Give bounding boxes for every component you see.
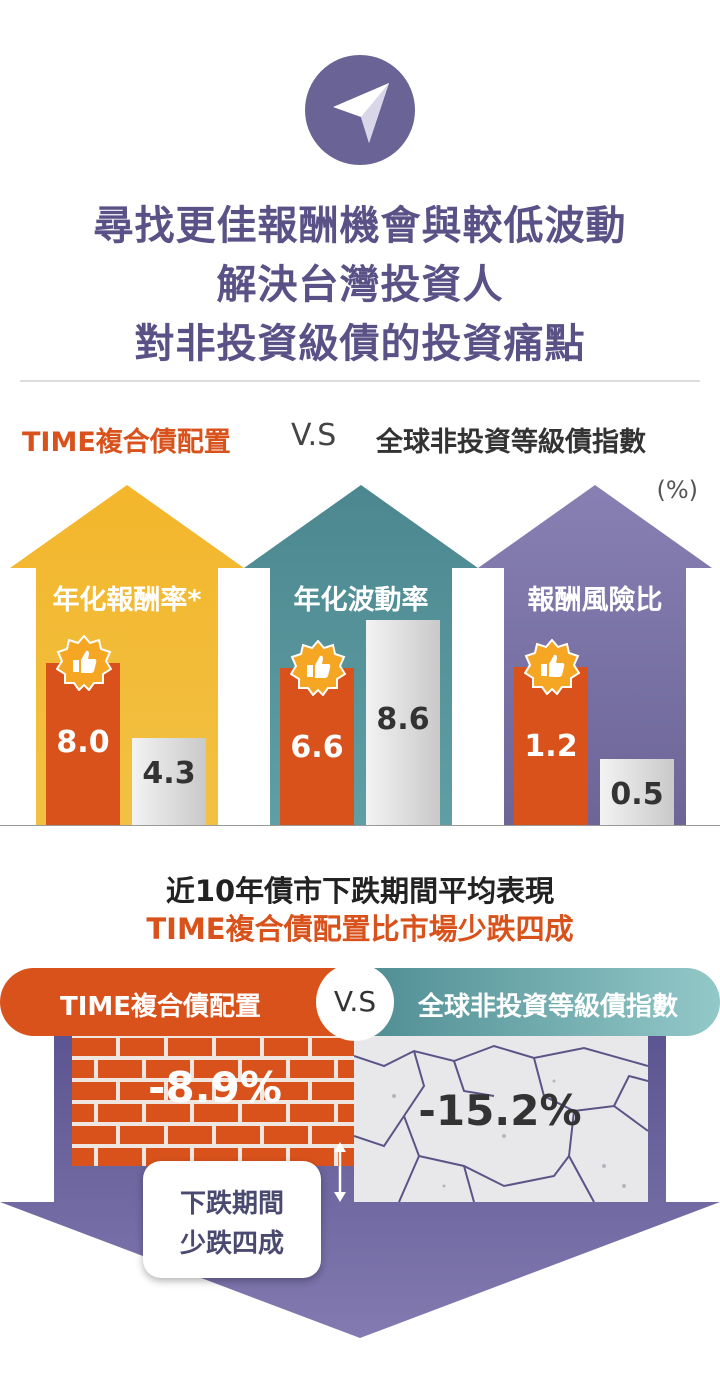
note-line-2: 少跌四成 xyxy=(179,1229,284,1259)
cracked-concrete-image xyxy=(354,1036,648,1202)
value-label-time-volatility: 6.6 xyxy=(290,730,344,765)
chart-baseline xyxy=(0,825,720,826)
brick xyxy=(146,1060,190,1078)
brick xyxy=(264,1082,308,1100)
bar-time-ratio xyxy=(514,667,588,825)
band-time xyxy=(0,968,362,1036)
note-line-1: 下跌期間 xyxy=(179,1189,284,1219)
drawdown-note: 下跌期間 少跌四成 xyxy=(143,1161,321,1278)
band-label-index: 全球非投資等級債指數 xyxy=(418,992,679,1022)
brick xyxy=(216,1038,260,1056)
brick xyxy=(98,1148,142,1166)
value-label-time-ratio: 1.2 xyxy=(524,729,578,764)
bar-index-return xyxy=(132,738,206,825)
brick xyxy=(168,1038,212,1056)
brick xyxy=(72,1104,94,1122)
brick xyxy=(194,1104,238,1122)
legend-vs: V.S xyxy=(291,418,337,453)
brick xyxy=(120,1038,164,1056)
band-label-time: TIME複合債配置 xyxy=(60,992,262,1022)
brick xyxy=(242,1104,286,1122)
divider xyxy=(20,380,700,382)
brick xyxy=(312,1082,354,1100)
page-title-line-3: 對非投資級債的投資痛點 xyxy=(134,321,586,367)
brick xyxy=(338,1104,354,1122)
value-label-index-drawdown: -15.2% xyxy=(418,1086,582,1135)
brick xyxy=(120,1082,164,1100)
brick xyxy=(98,1104,142,1122)
brick xyxy=(264,1126,308,1144)
unit-label: (%) xyxy=(656,476,698,504)
value-label-time-drawdown: -8.9% xyxy=(148,1063,282,1112)
brick xyxy=(264,1038,308,1056)
brick xyxy=(242,1060,286,1078)
brick xyxy=(216,1126,260,1144)
section-title: 近10年債市下跌期間平均表現 xyxy=(165,874,555,908)
brick xyxy=(146,1104,190,1122)
bar-time-return xyxy=(46,663,120,825)
send-arrow-icon xyxy=(305,55,415,165)
brick xyxy=(312,1038,354,1056)
brick xyxy=(72,1082,116,1100)
category-label-return: 年化報酬率* xyxy=(52,585,202,616)
brick xyxy=(72,1038,116,1056)
thumbs-up-icon xyxy=(290,640,346,696)
brick xyxy=(290,1060,334,1078)
double-arrow-icon xyxy=(334,1142,346,1202)
bar-index-volatility xyxy=(366,620,440,825)
category-label-ratio: 報酬風險比 xyxy=(527,585,663,616)
brick-mortar xyxy=(72,1036,354,1166)
brick xyxy=(338,1060,354,1078)
page-title-line-1: 尋找更佳報酬機會與較低波動 xyxy=(93,203,627,249)
category-label-volatility: 年化波動率 xyxy=(293,585,429,616)
value-label-time-return: 8.0 xyxy=(56,725,110,760)
brick xyxy=(72,1126,116,1144)
legend-index: 全球非投資等級債指數 xyxy=(376,427,646,458)
section-subtitle: TIME複合債配置比市場少跌四成 xyxy=(146,912,574,946)
value-label-index-ratio: 0.5 xyxy=(610,777,664,812)
band-index xyxy=(360,968,720,1036)
brick xyxy=(216,1082,260,1100)
brick xyxy=(338,1148,354,1166)
thumbs-up-icon xyxy=(524,639,580,695)
brick xyxy=(194,1060,238,1078)
brick xyxy=(120,1126,164,1144)
brick xyxy=(98,1060,142,1078)
bar-index-ratio xyxy=(600,759,674,825)
value-label-index-return: 4.3 xyxy=(142,756,196,791)
vs-badge: V.S xyxy=(316,963,394,1041)
brick xyxy=(290,1104,334,1122)
bar-time-volatility xyxy=(280,668,354,825)
value-label-index-volatility: 8.6 xyxy=(376,702,430,737)
thumbs-up-icon xyxy=(56,635,112,691)
brick xyxy=(72,1148,94,1166)
legend-time: TIME複合債配置 xyxy=(22,427,231,458)
brick xyxy=(168,1082,212,1100)
brick xyxy=(168,1126,212,1144)
brick xyxy=(312,1126,354,1144)
brick xyxy=(72,1060,94,1078)
page-title-line-2: 解決台灣投資人 xyxy=(216,262,504,308)
